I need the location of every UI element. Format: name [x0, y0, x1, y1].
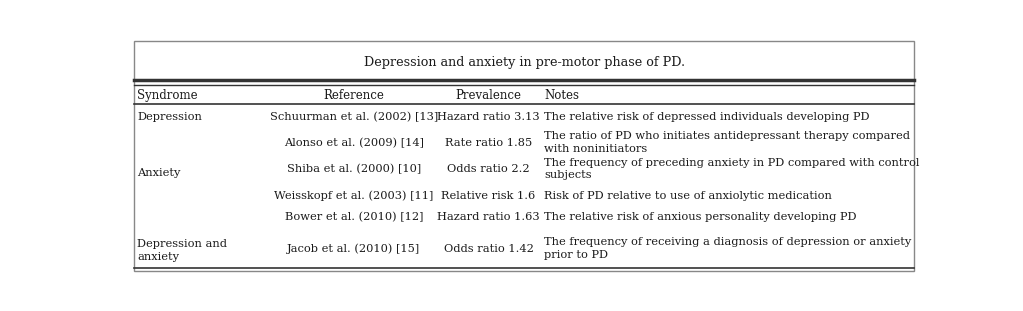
Text: Depression and
anxiety: Depression and anxiety — [137, 239, 227, 262]
Text: Hazard ratio 1.63: Hazard ratio 1.63 — [437, 212, 540, 222]
Text: Syndrome: Syndrome — [137, 90, 198, 103]
Text: The ratio of PD who initiates antidepressant therapy compared
with noninitiators: The ratio of PD who initiates antidepres… — [544, 131, 910, 154]
FancyBboxPatch shape — [134, 41, 915, 271]
Text: Depression and anxiety in pre-motor phase of PD.: Depression and anxiety in pre-motor phas… — [364, 56, 684, 69]
Text: Schuurman et al. (2002) [13]: Schuurman et al. (2002) [13] — [270, 112, 438, 122]
Text: Bower et al. (2010) [12]: Bower et al. (2010) [12] — [284, 212, 424, 223]
Text: Prevalence: Prevalence — [455, 90, 522, 103]
Text: Odds ratio 1.42: Odds ratio 1.42 — [444, 244, 534, 253]
Text: Jacob et al. (2010) [15]: Jacob et al. (2010) [15] — [287, 243, 420, 254]
Text: Reference: Reference — [323, 90, 385, 103]
Text: Odds ratio 2.2: Odds ratio 2.2 — [447, 164, 530, 174]
Text: Hazard ratio 3.13: Hazard ratio 3.13 — [437, 112, 540, 122]
Text: Depression: Depression — [137, 112, 203, 122]
Text: Notes: Notes — [544, 90, 579, 103]
Text: Relative risk 1.6: Relative risk 1.6 — [442, 191, 536, 201]
Text: Weisskopf et al. (2003) [11]: Weisskopf et al. (2003) [11] — [274, 191, 434, 201]
Text: The frequency of receiving a diagnosis of depression or anxiety
prior to PD: The frequency of receiving a diagnosis o… — [544, 237, 911, 260]
Text: The frequency of preceding anxiety in PD compared with control
subjects: The frequency of preceding anxiety in PD… — [544, 158, 920, 180]
Text: The relative risk of depressed individuals developing PD: The relative risk of depressed individua… — [544, 112, 870, 122]
Text: Rate ratio 1.85: Rate ratio 1.85 — [445, 138, 532, 148]
Text: Anxiety: Anxiety — [137, 168, 181, 178]
Text: Risk of PD relative to use of anxiolytic medication: Risk of PD relative to use of anxiolytic… — [544, 191, 832, 201]
Text: The relative risk of anxious personality developing PD: The relative risk of anxious personality… — [544, 212, 856, 222]
Text: Shiba et al. (2000) [10]: Shiba et al. (2000) [10] — [286, 164, 420, 174]
Text: Alonso et al. (2009) [14]: Alonso et al. (2009) [14] — [283, 137, 424, 148]
